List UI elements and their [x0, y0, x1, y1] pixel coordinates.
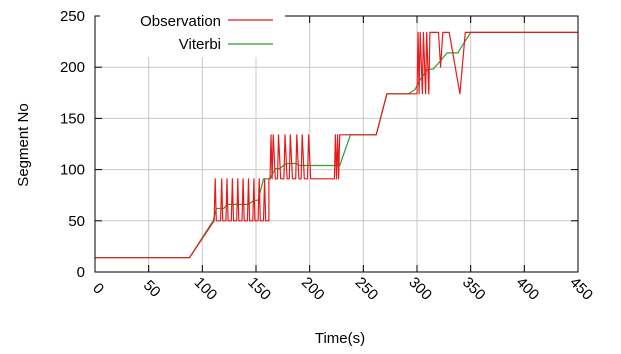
y-axis-title: Segment No [15, 103, 32, 186]
y-tick-label: 150 [60, 110, 85, 127]
x-tick-label: 150 [244, 274, 274, 304]
y-tick-label: 200 [60, 59, 85, 76]
y-tick-label: 250 [60, 8, 85, 25]
x-axis-title: Time(s) [315, 330, 365, 347]
legend: Observation Viterbi [100, 7, 285, 57]
legend-label-viterbi: Viterbi [179, 36, 221, 53]
x-tick-label: 400 [513, 274, 543, 304]
series-layer [95, 31, 578, 259]
y-tick-label: 0 [77, 264, 85, 281]
x-tick-label: 450 [566, 274, 596, 304]
series-line-viterbi [95, 31, 578, 259]
series-line-observation [95, 31, 578, 259]
x-tick-label: 350 [459, 274, 489, 304]
x-tick-label: 50 [140, 277, 164, 301]
x-tick-label: 0 [89, 280, 107, 298]
legend-background [100, 7, 285, 57]
y-tick-label: 100 [60, 162, 85, 179]
x-tick-label: 300 [405, 274, 435, 304]
plot-frame [94, 15, 579, 273]
grid-lines [95, 16, 578, 272]
x-tick-label: 250 [352, 274, 382, 304]
x-tick-label: 100 [191, 274, 221, 304]
y-tick-label: 50 [68, 213, 85, 230]
legend-label-observation: Observation [140, 13, 221, 30]
x-tick-label: 200 [298, 274, 328, 304]
